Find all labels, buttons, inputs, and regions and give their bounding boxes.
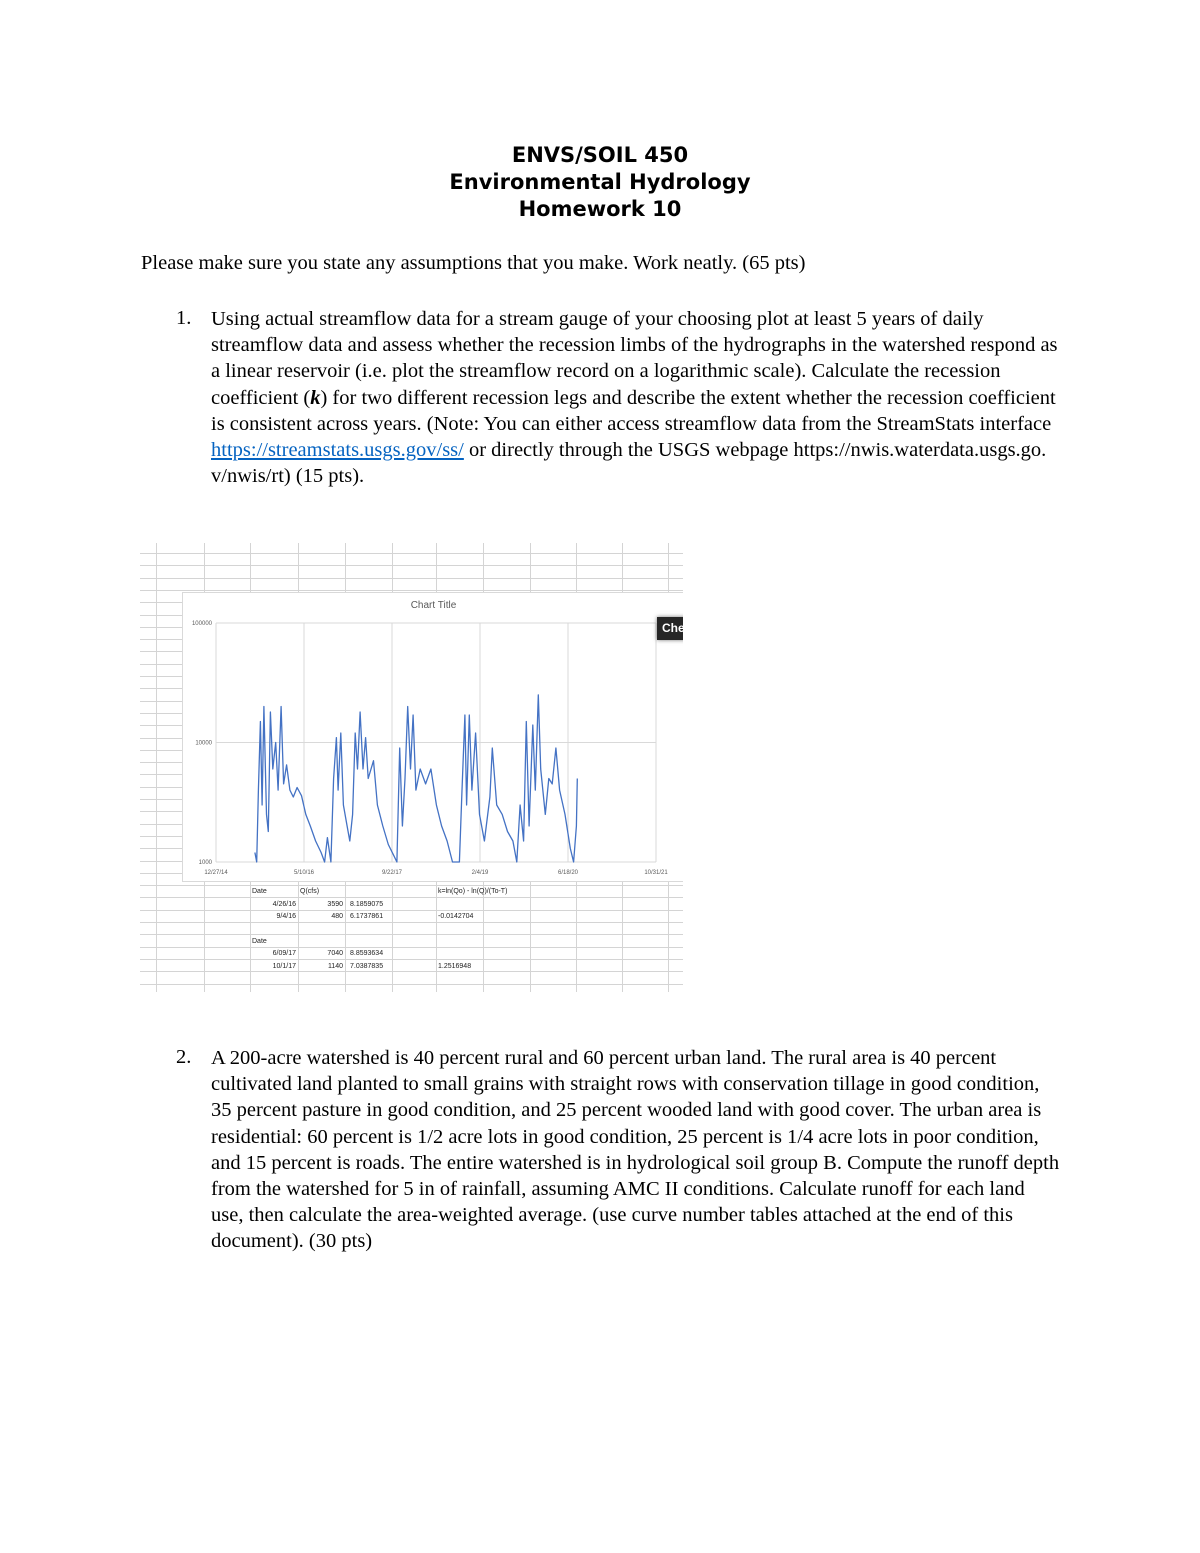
table-cell: 9/4/16 <box>276 913 296 920</box>
q1-text-part: Using actual streamflow data for a strea… <box>211 308 1058 409</box>
x-tick-label: 9/22/17 <box>382 870 403 876</box>
table-cell: Date <box>252 888 267 895</box>
question-1-text: Using actual streamflow data for a strea… <box>211 306 1061 489</box>
table-cell: 1.2516948 <box>438 963 472 970</box>
table-cell: 8.8593634 <box>350 950 384 957</box>
table-cell: k=ln(Qo) - ln(Q)/(To-T) <box>438 888 508 895</box>
grid-row-line <box>140 589 683 591</box>
x-tick-label: 10/31/21 <box>644 870 668 876</box>
grid-row-line <box>140 922 683 923</box>
grid-row-line <box>140 983 683 985</box>
grid-row-line <box>140 958 683 960</box>
chart-tooltip: Che <box>657 617 683 640</box>
streamstats-link[interactable]: https://streamstats.usgs.gov/ss/ <box>211 439 464 462</box>
x-tick-label: 6/18/20 <box>558 870 579 876</box>
table-cell: Q(cfs) <box>300 888 320 895</box>
grid-col-line <box>156 543 157 992</box>
table-cell: -0.0142704 <box>438 913 474 920</box>
grid-row-line <box>140 577 683 579</box>
grid-row-line <box>140 897 683 899</box>
question-2-text: A 200-acre watershed is 40 percent rural… <box>211 1047 1060 1253</box>
x-tick-label: 2/4/19 <box>472 870 489 876</box>
instructions: Please make sure you state any assumptio… <box>141 252 806 274</box>
chart-title: Chart Title <box>410 600 457 611</box>
question-2-number: 2. <box>176 1046 192 1068</box>
grid-row-line <box>140 909 683 911</box>
table-cell: 8.1859075 <box>350 901 384 908</box>
assignment-title: Homework 10 <box>518 197 682 221</box>
table-cell: 4/26/16 <box>272 901 296 908</box>
grid-row-line <box>140 934 683 936</box>
chart-svg: 1000 10000 100000 12/27/14 5/10/16 9/22/17 2/4… <box>192 621 668 876</box>
table-cell: 7040 <box>327 950 343 957</box>
grid-row-line <box>140 946 683 948</box>
course-title: ENVS/SOIL 450 <box>511 143 689 167</box>
streamflow-series-line <box>254 694 578 863</box>
x-tick-label: 5/10/16 <box>294 870 315 876</box>
table-cell: 3590 <box>327 901 343 908</box>
table-cell: 480 <box>331 913 343 920</box>
grid-row-line <box>140 971 683 973</box>
table-cell: 7.0387835 <box>350 963 384 970</box>
y-tick-label: 100000 <box>192 621 213 627</box>
q1-text-part: ) for two different recession legs and d… <box>211 386 1056 435</box>
subject-title: Environmental Hydrology <box>449 170 751 194</box>
grid-row-line <box>140 565 683 567</box>
chart: Chart Title 1000 10000 100000 12/27/14 5/10/… <box>182 592 683 882</box>
x-tick-label: 12/27/14 <box>204 870 228 876</box>
question-1-number: 1. <box>176 307 192 329</box>
table-cell: 1140 <box>327 963 343 970</box>
table-cell: 10/1/17 <box>272 963 296 970</box>
y-tick-label: 10000 <box>195 741 212 747</box>
table-cell: 6.1737861 <box>350 913 384 920</box>
spreadsheet-screenshot: Chart Title 1000 10000 100000 12/27/14 5/10/… <box>140 543 683 992</box>
grid-row-line <box>140 885 683 887</box>
k-symbol: k <box>310 386 321 409</box>
q1-text-part: or directly through the USGS webpage htt… <box>211 439 1047 488</box>
grid-row-line <box>140 553 683 554</box>
y-tick-label: 1000 <box>199 860 213 866</box>
table-cell: Date <box>252 938 267 945</box>
table-cell: 6/09/17 <box>272 950 296 957</box>
